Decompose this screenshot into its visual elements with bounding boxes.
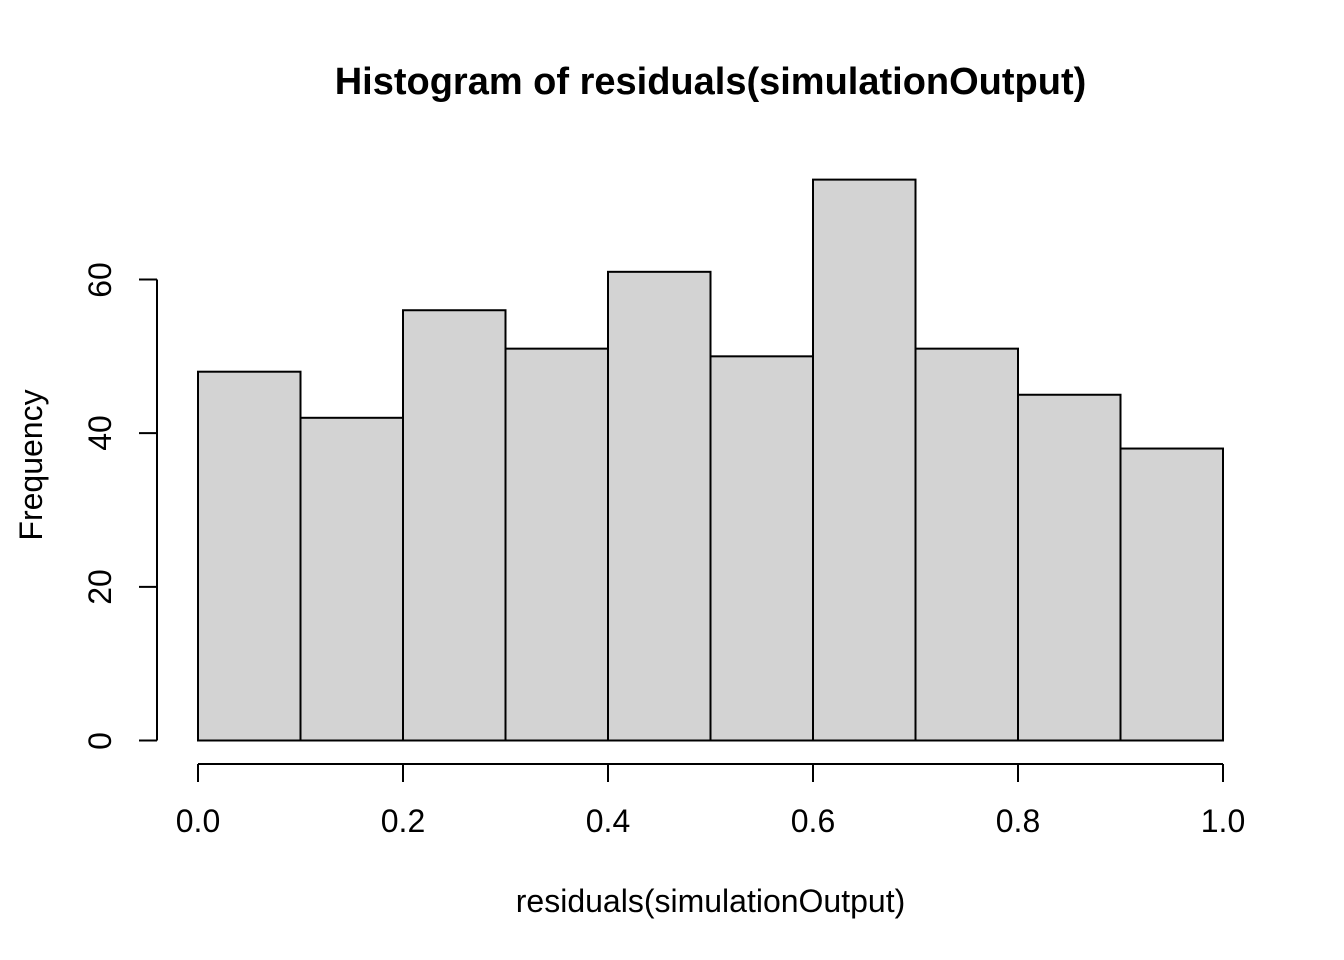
histogram-bar: [914, 347, 1019, 742]
histogram-bar: [812, 178, 917, 742]
x-tick-label: 0.4: [585, 803, 631, 839]
histogram-bar: [402, 309, 507, 742]
histogram-bar: [299, 416, 404, 742]
y-tick-label: 20: [82, 569, 118, 605]
histogram-bar: [504, 347, 609, 742]
x-tick-label: 0.8: [995, 803, 1041, 839]
histogram-bar: [607, 270, 712, 742]
histogram-bar: [1017, 393, 1122, 742]
histogram-bar: [1119, 447, 1224, 742]
histogram-bar: [197, 370, 302, 742]
y-axis-title: Frequency: [13, 389, 49, 541]
x-tick-label: 0.2: [380, 803, 426, 839]
x-axis-title: residuals(simulationOutput): [515, 883, 906, 919]
x-tick-label: 1.0: [1200, 803, 1246, 839]
x-tick-label: 0.6: [790, 803, 836, 839]
x-tick-label: 0.0: [175, 803, 221, 839]
y-tick-label: 60: [82, 261, 118, 298]
y-tick-label: 40: [82, 415, 118, 451]
y-tick-label: 0: [82, 731, 118, 750]
chart-title: Histogram of residuals(simulationOutput): [334, 61, 1087, 103]
histogram-bar: [709, 355, 814, 742]
